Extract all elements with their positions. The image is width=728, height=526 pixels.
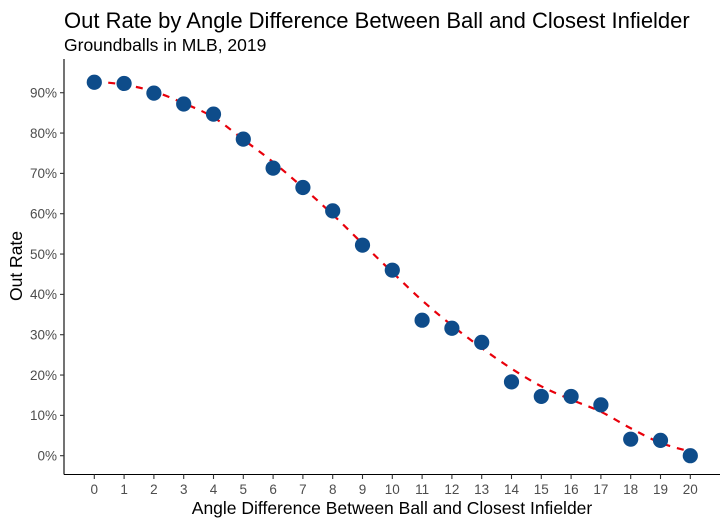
plot-area [86, 74, 698, 464]
y-tick-label: 90% [30, 86, 57, 101]
x-axis: 0 1 2 3 4 5 6 7 8 9 10 11 12 13 14 15 16 17 18 19 20 [91, 474, 698, 497]
data-point [116, 75, 132, 92]
data-point [652, 432, 669, 448]
y-tick-label: 60% [30, 207, 57, 222]
x-tick-label: 14 [504, 482, 520, 497]
data-point [146, 85, 162, 101]
y-tick-label: 40% [30, 287, 57, 302]
x-tick-label: 12 [444, 482, 459, 497]
data-point [265, 160, 281, 176]
data-point [414, 312, 430, 328]
y-tick-label: 50% [30, 247, 57, 262]
data-point [533, 388, 549, 405]
data-point [325, 203, 341, 219]
x-tick-label: 8 [329, 482, 337, 497]
data-point [86, 74, 102, 90]
data-point [354, 237, 371, 253]
x-tick-label: 6 [269, 482, 277, 497]
fit-line [94, 80, 691, 453]
data-point [444, 320, 460, 336]
x-tick-label: 15 [534, 482, 549, 497]
x-tick-label: 18 [623, 482, 638, 497]
x-tick-label: 7 [299, 482, 307, 497]
data-point [176, 96, 192, 112]
y-tick-label: 10% [30, 408, 57, 423]
data-point [205, 106, 222, 122]
x-tick-label: 3 [180, 482, 188, 497]
x-tick-label: 13 [474, 482, 489, 497]
y-tick-label: 0% [37, 449, 57, 464]
x-tick-label: 9 [359, 482, 367, 497]
y-axis: 0% 10% 20% 30% 40% 50% 60% 70% 80% 90% [30, 86, 64, 464]
data-point [623, 431, 639, 447]
y-tick-label: 70% [30, 166, 57, 181]
x-tick-label: 0 [91, 482, 99, 497]
x-tick-label: 5 [240, 482, 248, 497]
data-point [235, 131, 251, 147]
data-point [593, 397, 609, 413]
x-tick-label: 17 [593, 482, 608, 497]
y-tick-label: 80% [30, 126, 57, 141]
x-tick-label: 4 [210, 482, 218, 497]
x-tick-label: 20 [683, 482, 698, 497]
y-axis-title: Out Rate [6, 231, 26, 301]
x-tick-label: 16 [564, 482, 579, 497]
data-point [384, 262, 400, 278]
x-tick-label: 1 [120, 482, 128, 497]
x-tick-label: 11 [415, 482, 429, 497]
x-tick-label: 10 [385, 482, 400, 497]
y-tick-label: 20% [30, 368, 57, 383]
data-point [563, 388, 579, 405]
data-point [682, 448, 698, 464]
data-point [503, 374, 520, 390]
y-tick-label: 30% [30, 328, 57, 343]
data-point [474, 334, 490, 350]
data-point [295, 179, 311, 196]
x-tick-label: 2 [150, 482, 158, 497]
chart-title: Out Rate by Angle Difference Between Bal… [64, 8, 690, 33]
chart-subtitle: Groundballs in MLB, 2019 [64, 35, 266, 55]
x-tick-label: 19 [653, 482, 668, 497]
x-axis-title: Angle Difference Between Ball and Closes… [192, 498, 593, 518]
